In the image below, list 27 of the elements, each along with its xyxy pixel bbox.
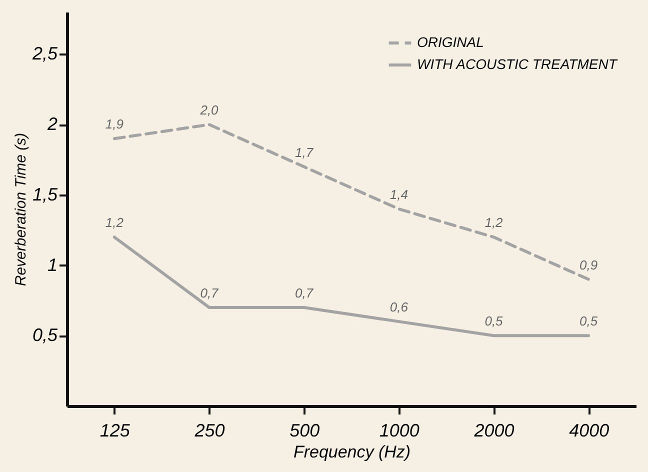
data-label: 1,4 [390,187,408,202]
data-label: 0,6 [390,300,409,315]
y-tick-label: 2,5 [31,44,58,64]
x-tick-label: 2000 [473,420,514,440]
data-label: 1,7 [295,144,314,160]
x-tick-label: 125 [100,420,131,440]
y-tick-label: 2 [46,114,58,134]
x-axis-title: Frequency (Hz) [293,442,411,462]
x-tick-label: 250 [194,420,225,440]
legend-label: ORIGINAL [417,34,484,50]
data-label: 0,9 [580,257,598,272]
data-label: 0,5 [484,314,504,329]
data-label: 1,2 [484,215,504,230]
x-tick-label: 1000 [379,420,420,440]
y-tick-label: 1,5 [32,184,58,204]
data-label: 0,7 [200,286,220,300]
data-label: 1,2 [105,215,124,230]
data-label: 0,5 [580,314,598,329]
data-label: 0,7 [295,286,314,300]
legend-label: WITH ACOUSTIC TREATMENT [417,56,618,72]
x-tick-label: 4000 [569,420,610,440]
data-label: 2,0 [199,102,220,118]
y-tick-label: 1 [47,254,58,275]
y-tick-label: 0,5 [32,325,58,346]
data-label: 1,9 [105,116,124,132]
x-tick-label: 500 [290,420,320,440]
y-axis-title: Reverberation Time (s) [12,132,30,286]
